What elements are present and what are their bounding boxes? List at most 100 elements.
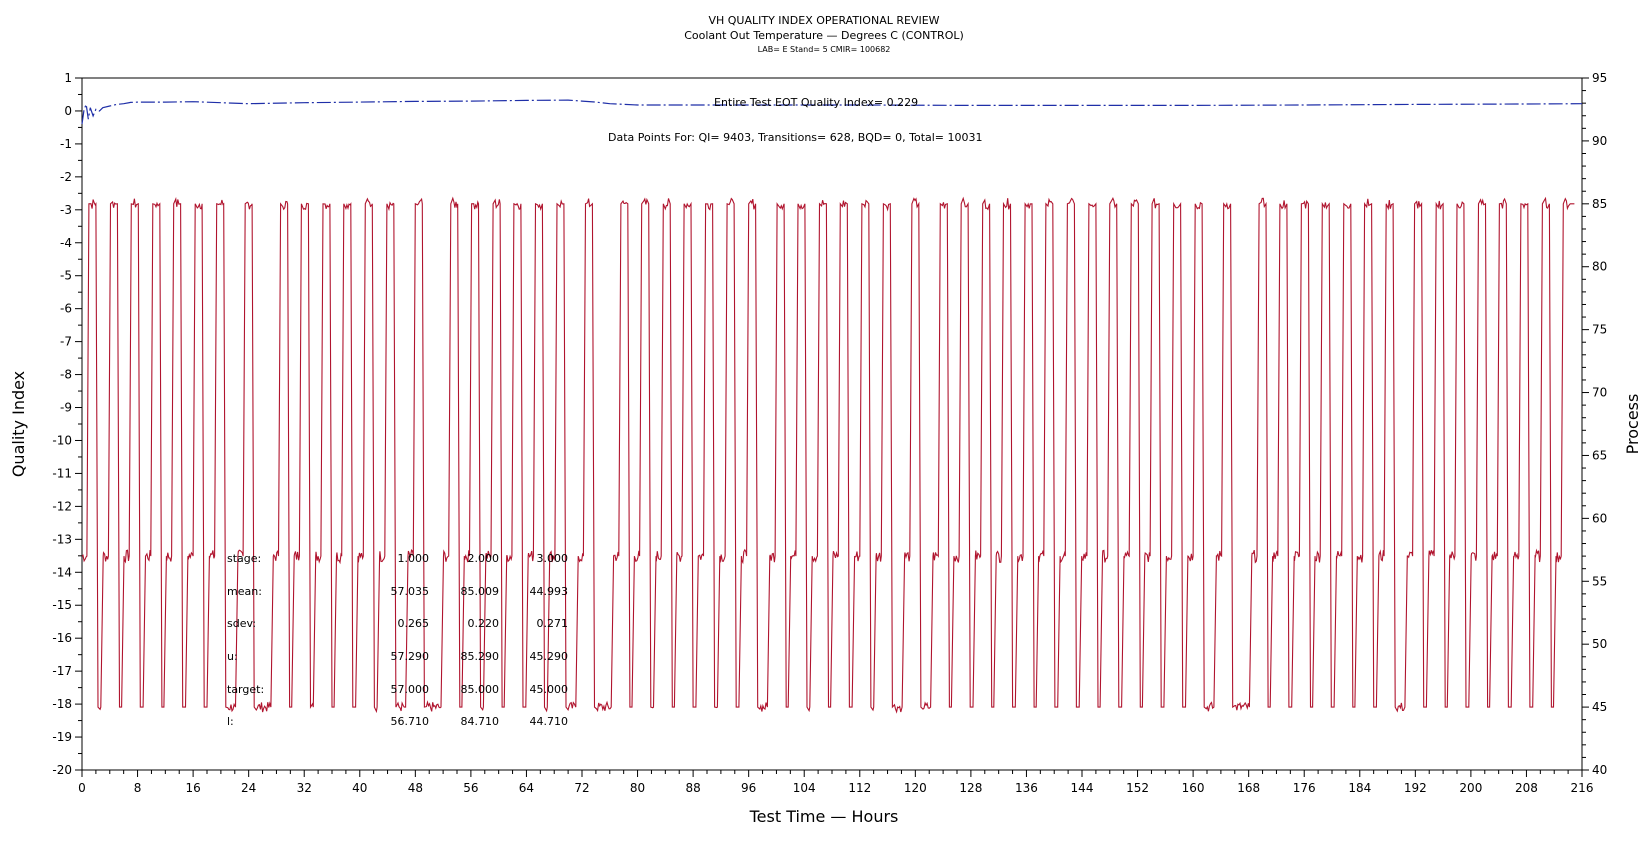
y-left-tick-label: -13 (52, 532, 72, 546)
y-left-tick-label: -2 (60, 170, 72, 184)
annotation-data-points: Data Points For: QI= 9403, Transitions= … (608, 131, 983, 144)
x-axis: 0 8 16 24 32 40 48 56 64 72 80 88 96 104 112 120 128 136 1… (78, 770, 1593, 795)
y-left-tick-label: -18 (52, 697, 72, 711)
y-left-tick-label: -6 (60, 302, 72, 316)
x-tick-label: 128 (959, 781, 982, 795)
x-tick-label: 24 (241, 781, 256, 795)
stats-row-label: l: (227, 715, 234, 728)
y-axis-right-label: Process (1623, 394, 1642, 455)
x-tick-label: 72 (574, 781, 589, 795)
y-left-tick-label: -12 (52, 499, 72, 513)
stats-col2-value: 84.710 (461, 715, 500, 728)
stats-col3-value: 0.271 (537, 617, 569, 630)
y-left-tick-label: 0 (64, 104, 72, 118)
y-left-tick-label: -4 (60, 236, 72, 250)
x-tick-label: 208 (1515, 781, 1538, 795)
series-coolant-temperature (81, 196, 1575, 714)
x-tick-label: 216 (1571, 781, 1594, 795)
stats-col2-value: 85.290 (461, 650, 500, 663)
y-right-tick-label: 75 (1592, 323, 1607, 337)
y-right-tick-label: 95 (1592, 71, 1607, 85)
y-left-tick-label: -5 (60, 269, 72, 283)
stats-col1-value: 57.290 (391, 650, 430, 663)
y-left-tick-label: -7 (60, 335, 72, 349)
x-tick-label: 96 (741, 781, 756, 795)
x-tick-label: 64 (519, 781, 534, 795)
stats-col3-value: 44.993 (530, 585, 569, 598)
x-tick-label: 104 (793, 781, 816, 795)
stats-col1-value: 0.265 (398, 617, 430, 630)
y-left-tick-label: -9 (60, 401, 72, 415)
annotation-quality-index: Entire Test EOT Quality Index= 0.229 (714, 96, 918, 109)
x-tick-label: 120 (904, 781, 927, 795)
x-tick-label: 56 (463, 781, 478, 795)
x-tick-label: 48 (408, 781, 423, 795)
y-right-tick-label: 65 (1592, 448, 1607, 462)
y-axis-right: 95 90 85 80 75 70 65 60 55 50 45 40 (1582, 71, 1607, 777)
plot-frame (81, 77, 1583, 771)
chart-subtitle: Coolant Out Temperature — Degrees C (CON… (684, 29, 964, 42)
y-right-tick-label: 90 (1592, 134, 1607, 148)
x-tick-label: 168 (1237, 781, 1260, 795)
stats-col1-value: 57.035 (391, 585, 430, 598)
y-right-tick-label: 45 (1592, 700, 1607, 714)
y-left-tick-label: -8 (60, 368, 72, 382)
x-tick-label: 184 (1348, 781, 1371, 795)
y-right-tick-label: 85 (1592, 197, 1607, 211)
stats-row-label: target: (227, 683, 264, 696)
y-axis-left: 1 0 -1 -2 -3 -4 -5 -6 -7 -8 -9 -10 -11 -12 -13 -14 -15 -1… (52, 71, 82, 777)
x-tick-label: 32 (297, 781, 312, 795)
y-right-tick-label: 55 (1592, 574, 1607, 588)
y-left-tick-label: -20 (52, 763, 72, 777)
x-tick-label: 200 (1459, 781, 1482, 795)
stats-col3-value: 3.000 (537, 552, 569, 565)
stats-col1-value: 57.000 (391, 683, 430, 696)
y-left-tick-label: -1 (60, 137, 72, 151)
stats-col2-value: 2.000 (468, 552, 500, 565)
y-left-tick-label: -3 (60, 203, 72, 217)
stats-col3-value: 44.710 (530, 715, 569, 728)
x-axis-label: Test Time — Hours (749, 807, 899, 826)
stats-table: stage: 1.000 2.000 3.000 mean: 57.035 85.009 44… (227, 552, 568, 728)
x-tick-label: 192 (1404, 781, 1427, 795)
stats-col2-value: 85.000 (461, 683, 500, 696)
stats-row-label: stage: (227, 552, 261, 565)
x-tick-label: 80 (630, 781, 645, 795)
y-right-tick-label: 50 (1592, 637, 1607, 651)
x-tick-label: 112 (848, 781, 871, 795)
stats-row-label: mean: (227, 585, 262, 598)
stats-row-label: sdev: (227, 617, 256, 630)
x-tick-label: 0 (78, 781, 86, 795)
y-right-tick-label: 80 (1592, 260, 1607, 274)
stats-col1-value: 1.000 (398, 552, 430, 565)
y-left-tick-label: -11 (52, 466, 72, 480)
x-tick-label: 176 (1293, 781, 1316, 795)
stats-col2-value: 85.009 (461, 585, 500, 598)
chart-subtitle-lab: LAB= E Stand= 5 CMIR= 100682 (758, 45, 891, 54)
x-tick-label: 88 (685, 781, 700, 795)
x-tick-label: 152 (1126, 781, 1149, 795)
stats-col3-value: 45.290 (530, 650, 569, 663)
y-left-tick-label: 1 (64, 71, 72, 85)
y-right-tick-label: 70 (1592, 386, 1607, 400)
x-tick-label: 40 (352, 781, 367, 795)
stats-row-label: u: (227, 650, 238, 663)
x-tick-label: 16 (185, 781, 200, 795)
y-left-tick-label: -14 (52, 565, 72, 579)
y-left-tick-label: -19 (52, 730, 72, 744)
stats-col1-value: 56.710 (391, 715, 430, 728)
y-left-tick-label: -16 (52, 631, 72, 645)
x-tick-label: 144 (1071, 781, 1094, 795)
y-right-tick-label: 60 (1592, 511, 1607, 525)
x-tick-label: 160 (1182, 781, 1205, 795)
chart-title: VH QUALITY INDEX OPERATIONAL REVIEW (708, 14, 939, 27)
y-left-tick-label: -17 (52, 664, 72, 678)
stats-col3-value: 45.000 (530, 683, 569, 696)
stats-col2-value: 0.220 (468, 617, 500, 630)
y-left-tick-label: -15 (52, 598, 72, 612)
x-tick-label: 8 (134, 781, 142, 795)
series-quality-index (81, 99, 1583, 125)
y-right-tick-label: 40 (1592, 763, 1607, 777)
y-axis-left-label: Quality Index (9, 371, 28, 477)
